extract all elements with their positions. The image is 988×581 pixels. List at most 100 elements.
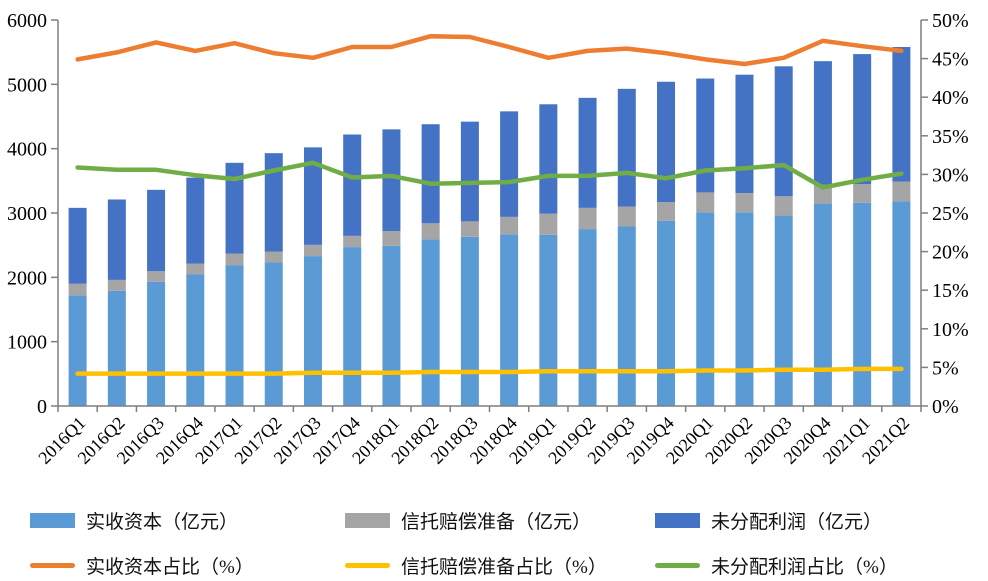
legend-item: 实收资本（亿元） xyxy=(30,507,238,534)
bar-segment xyxy=(892,201,911,406)
bar-segment xyxy=(696,192,715,213)
bar-segment xyxy=(343,235,362,248)
bar-segment xyxy=(657,220,676,406)
bar-segment xyxy=(382,245,401,406)
bar-segment xyxy=(343,247,362,406)
right-axis-label: 50% xyxy=(932,10,969,32)
bar-segment xyxy=(539,104,558,214)
right-axis-label: 0% xyxy=(932,396,959,418)
right-axis-label: 45% xyxy=(932,49,969,71)
bar-segment xyxy=(617,88,636,207)
bar-segment xyxy=(892,181,911,202)
bar-segment xyxy=(225,162,244,254)
line-path xyxy=(75,366,904,376)
bar-segment xyxy=(578,207,597,230)
right-axis-label: 40% xyxy=(932,87,969,109)
bar-segment xyxy=(853,202,872,406)
left-axis-label: 3000 xyxy=(7,203,47,225)
right-axis-label: 25% xyxy=(932,203,969,225)
bar-segment xyxy=(813,203,832,406)
legend-label: 未分配利润（亿元） xyxy=(711,512,883,533)
bar-segment xyxy=(225,253,244,266)
bar-segment xyxy=(892,47,911,182)
bar-segment xyxy=(303,244,322,257)
line-path xyxy=(75,160,904,190)
bar-segment xyxy=(578,97,597,208)
bar-segment xyxy=(657,81,676,203)
bar-segment xyxy=(382,129,401,232)
bar-segment xyxy=(460,221,479,237)
bar-segment xyxy=(264,153,283,252)
legend-bar-swatch xyxy=(655,513,700,528)
bar-segment xyxy=(696,212,715,406)
right-axis-label: 5% xyxy=(932,357,959,379)
bar-segment xyxy=(813,61,832,185)
bar-segment xyxy=(460,121,479,222)
bar-segment xyxy=(617,226,636,406)
bar-segment xyxy=(735,74,754,194)
left-axis-label: 4000 xyxy=(7,139,47,161)
left-axis-label: 6000 xyxy=(7,10,47,32)
legend-item: 实收资本占比（%） xyxy=(30,552,254,579)
bar-segment xyxy=(107,290,126,406)
bar-segment xyxy=(500,216,519,235)
bar-segment xyxy=(225,265,244,406)
left-axis-label: 1000 xyxy=(7,332,47,354)
bar-segment xyxy=(186,263,205,275)
legend-label: 实收资本（亿元） xyxy=(86,512,239,533)
bar-segment xyxy=(147,271,166,282)
legend-label: 未分配利润占比（%） xyxy=(711,557,898,578)
bar-segment xyxy=(735,193,754,213)
bar-segment xyxy=(343,134,362,236)
legend-item: 信托赔偿准备（亿元） xyxy=(345,507,591,534)
legend-bar-swatch xyxy=(345,513,390,528)
right-axis-label: 30% xyxy=(932,164,969,186)
legend-line-swatch xyxy=(30,563,75,568)
bar-segment xyxy=(186,274,205,406)
bar-segment xyxy=(696,78,715,193)
legend-item: 未分配利润（亿元） xyxy=(655,507,882,534)
legend-line-swatch xyxy=(345,563,390,568)
bar-segment xyxy=(500,234,519,406)
legend-bar-swatch xyxy=(30,513,75,528)
legend-label: 信托赔偿准备（亿元） xyxy=(401,512,592,533)
bar-segment xyxy=(774,215,793,406)
right-axis-label: 20% xyxy=(932,242,969,264)
bar-segment xyxy=(303,147,322,245)
left-axis-label: 2000 xyxy=(7,267,47,289)
bar-segment xyxy=(539,234,558,406)
bar-segment xyxy=(264,262,283,406)
legend-line-swatch xyxy=(655,563,700,568)
legend-label: 实收资本占比（%） xyxy=(86,557,254,578)
bar-segment xyxy=(460,236,479,406)
bar-segment xyxy=(617,206,636,227)
right-axis-label: 10% xyxy=(932,319,969,341)
bar-segment xyxy=(382,231,401,246)
bar-segment xyxy=(578,229,597,406)
left-axis-label: 0 xyxy=(37,396,47,418)
bar-segment xyxy=(147,189,166,272)
bar-segment xyxy=(68,283,87,296)
bar-segment xyxy=(813,184,832,204)
bar-segment xyxy=(147,281,166,406)
bar-segment xyxy=(657,202,676,221)
combo-chart: 0 1000 2000 3000 4000 5000 6000 0% 5% 10% 15% 20% 25… xyxy=(7,10,969,468)
bar-segment xyxy=(186,177,205,264)
bar-segment xyxy=(68,295,87,406)
right-axis-label: 15% xyxy=(932,280,969,302)
bar-segment xyxy=(303,256,322,406)
legend-item: 信托赔偿准备占比（%） xyxy=(345,552,607,579)
bar-segment xyxy=(264,251,283,263)
bar-segment xyxy=(735,212,754,406)
legend-label: 信托赔偿准备占比（%） xyxy=(401,557,607,578)
bar-segment xyxy=(421,239,440,406)
bar-segment xyxy=(107,279,126,291)
bar-segment xyxy=(853,184,872,203)
left-axis-label: 5000 xyxy=(7,74,47,96)
bar-segment xyxy=(853,54,872,185)
bar-segment xyxy=(539,213,558,235)
bar-segment xyxy=(421,124,440,224)
legend-item: 未分配利润占比（%） xyxy=(655,552,898,579)
bar-segment xyxy=(500,111,519,217)
